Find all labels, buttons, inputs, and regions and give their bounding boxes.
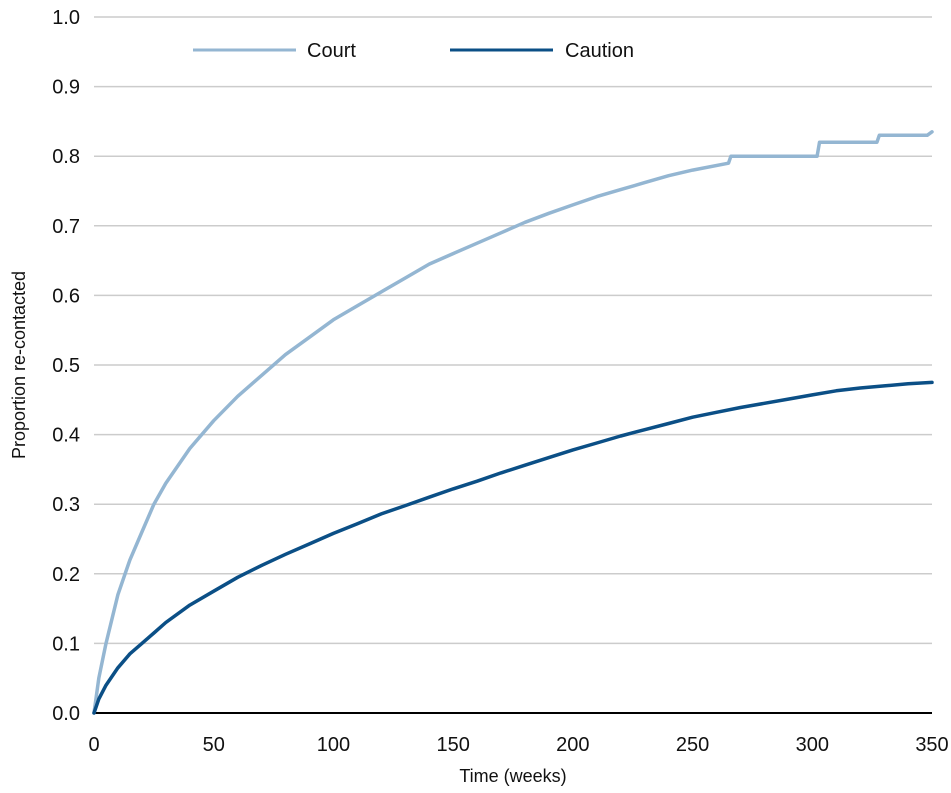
- series-group: [92, 130, 934, 715]
- x-tick-label: 100: [317, 734, 350, 756]
- y-tick-label: 0.8: [52, 146, 80, 168]
- series-line-caution: [92, 380, 934, 715]
- x-tick-label: 0: [88, 734, 99, 756]
- x-tick-label: 250: [676, 734, 709, 756]
- y-tick-label: 0.1: [52, 633, 80, 655]
- x-tick-label: 50: [203, 734, 225, 756]
- x-tick-label: 300: [796, 734, 829, 756]
- x-tick-label: 200: [556, 734, 589, 756]
- legend-label-court: Court: [307, 40, 356, 62]
- y-axis-title: Proportion re-contacted: [9, 271, 29, 459]
- y-tick-label: 0.3: [52, 494, 80, 516]
- y-tick-label: 0.4: [52, 425, 80, 447]
- legend-label-caution: Caution: [565, 40, 634, 62]
- legend: Court Caution: [193, 40, 634, 62]
- x-tick-label: 350: [915, 734, 948, 756]
- y-tick-label: 0.7: [52, 216, 80, 238]
- x-axis-ticks: 0 50 100 150 200 250 300 350: [88, 734, 948, 756]
- y-tick-label: 0.2: [52, 564, 80, 586]
- x-axis-title: Time (weeks): [459, 766, 566, 786]
- x-tick-label: 150: [436, 734, 469, 756]
- y-tick-label: 0.9: [52, 77, 80, 99]
- y-tick-label: 1.0: [52, 7, 80, 29]
- y-tick-label: 0.5: [52, 355, 80, 377]
- y-tick-label: 0.0: [52, 703, 80, 725]
- y-axis-ticks: 0.0 0.1 0.2 0.3 0.4 0.5 0.6 0.7 0.8 0.9 1.0: [52, 7, 80, 725]
- gridlines: [94, 16, 932, 645]
- y-tick-label: 0.6: [52, 285, 80, 307]
- series-line-court: [92, 130, 934, 715]
